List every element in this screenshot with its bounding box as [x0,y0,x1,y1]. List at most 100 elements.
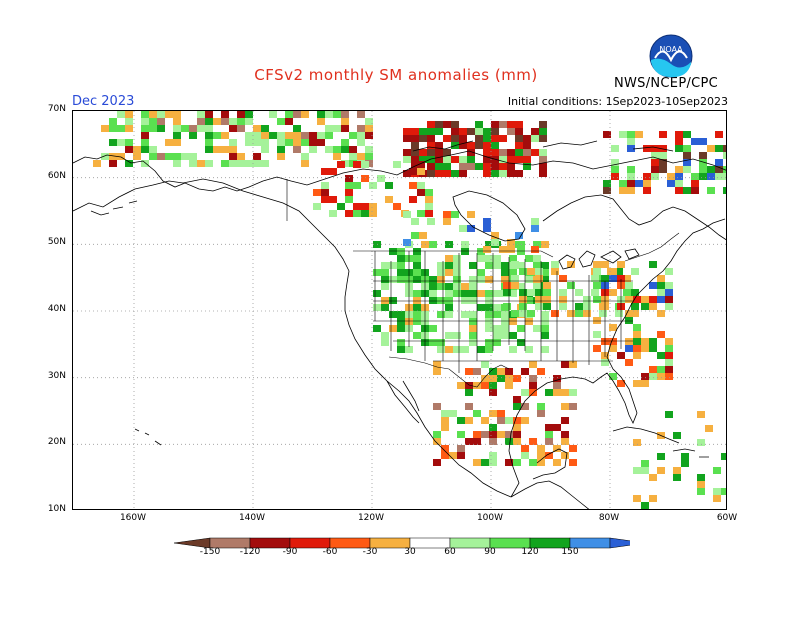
anomaly-cell [413,332,421,339]
anomaly-cell [531,225,539,232]
anomaly-cell [551,261,559,268]
chart-title: CFSv2 monthly SM anomalies (mm) [254,66,538,84]
anomaly-cell [705,425,713,432]
anomaly-cell [469,325,477,332]
anomaly-cell [285,139,293,146]
anomaly-cell [507,156,515,163]
anomaly-cell [453,346,461,353]
anomaly-cell [353,203,361,210]
anomaly-cell [505,438,513,445]
anomaly-cell [269,111,277,118]
anomaly-cell [357,125,365,132]
anomaly-cell [583,310,591,317]
anomaly-cell [229,153,237,160]
anomaly-cell [509,269,517,276]
anomaly-cell [569,389,577,396]
anomaly-cell [229,139,237,146]
anomaly-cell [545,389,553,396]
anomaly-cell [657,467,665,474]
anomaly-cell [433,431,441,438]
anomaly-cell [349,153,357,160]
anomaly-cell [437,283,445,290]
anomaly-cell [667,173,675,180]
anomaly-cell [435,142,443,149]
anomaly-cell [633,338,641,345]
anomaly-cell [325,125,333,132]
anomaly-cell [633,331,641,338]
anomaly-cell [625,338,633,345]
anomaly-cell [237,153,245,160]
anomaly-cell [443,156,451,163]
anomaly-cell [117,153,125,160]
anomaly-cell [541,325,549,332]
anomaly-cell [603,187,611,194]
anomaly-cell [429,276,437,283]
anomaly-cell [321,196,329,203]
anomaly-cell [513,459,521,466]
anomaly-cell [521,403,529,410]
anomaly-cell [427,128,435,135]
anomaly-cell [435,170,443,177]
anomaly-cell [633,439,641,446]
anomaly-cell [229,146,237,153]
anomaly-cell [529,361,537,368]
anomaly-cell [357,111,365,118]
anomaly-cell [403,149,411,156]
anomaly-cell [413,255,421,262]
anomaly-cell [469,262,477,269]
anomaly-cell [609,324,617,331]
anomaly-cell [197,118,205,125]
anomaly-cell [381,339,389,346]
anomaly-cell [491,163,499,170]
anomaly-cell [593,331,601,338]
anomaly-cell [659,152,667,159]
anomaly-cell [485,290,493,297]
anomaly-cell [369,182,377,189]
anomaly-cell [489,389,497,396]
anomaly-cell [481,375,489,382]
anomaly-cell [523,149,531,156]
anomaly-map [72,110,727,510]
anomaly-cell [657,289,665,296]
anomaly-cell [511,282,519,289]
anomaly-cell [473,438,481,445]
anomaly-cell [365,146,373,153]
anomaly-cell [329,210,337,217]
anomaly-cell [517,325,525,332]
anomaly-cell [341,125,349,132]
anomaly-cell [513,375,521,382]
anomaly-cell [715,173,723,180]
anomaly-cell [459,225,467,232]
anomaly-cell [221,111,229,118]
anomaly-cell [609,373,617,380]
anomaly-cell [345,182,353,189]
anomaly-cell [409,196,417,203]
anomaly-cell [245,111,253,118]
anomaly-cell [451,170,459,177]
anomaly-cell [521,417,529,424]
anomaly-cell [373,325,381,332]
anomaly-cell [483,156,491,163]
anomaly-cell [665,411,673,418]
anomaly-cell [109,125,117,132]
anomaly-cell [457,452,465,459]
anomaly-cell [477,248,485,255]
anomaly-cell [205,125,213,132]
anomaly-cell [437,297,445,304]
anomaly-cell [427,149,435,156]
anomaly-cell [633,467,641,474]
anomaly-cell [499,135,507,142]
anomaly-cell [165,153,173,160]
anomaly-cell [499,170,507,177]
anomaly-cell [485,325,493,332]
anomaly-cell [553,459,561,466]
anomaly-cell [681,460,689,467]
anomaly-cell [569,459,577,466]
anomaly-cell [545,424,553,431]
anomaly-cell [173,111,181,118]
anomaly-cell [309,139,317,146]
anomaly-cell [513,396,521,403]
anomaly-cell [523,156,531,163]
anomaly-cell [697,481,705,488]
anomaly-cell [469,297,477,304]
